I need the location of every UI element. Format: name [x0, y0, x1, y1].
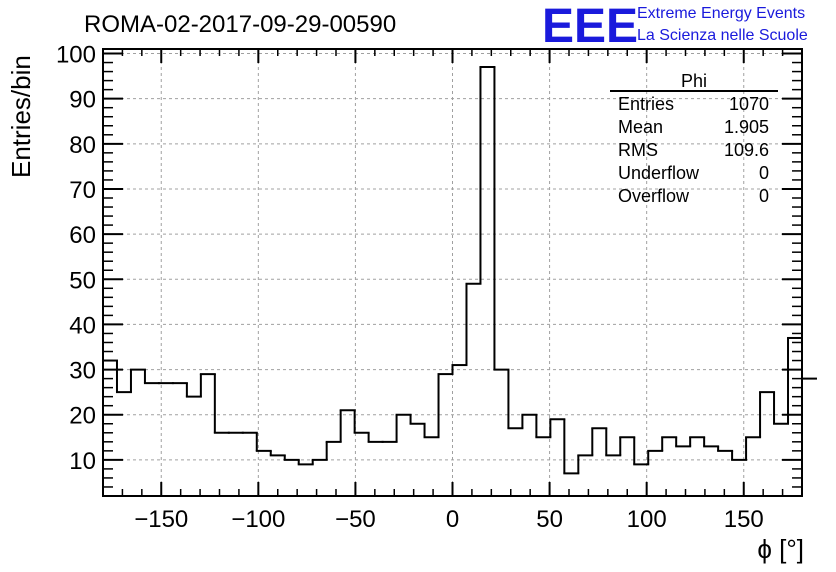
histogram-bin	[339, 409, 356, 442]
histogram-bin	[521, 413, 538, 429]
x-tick-label: 100	[627, 506, 667, 533]
histogram-bin	[731, 450, 748, 461]
x-tick-label: −50	[335, 506, 376, 533]
x-tick-labels: −150 −100 −50 0 50 100 150	[134, 506, 764, 533]
y-tick-label: 50	[69, 267, 96, 294]
histogram-bin	[605, 428, 622, 457]
histogram-bin	[311, 458, 328, 465]
logo-line2: La Scienza nelle Scuole	[637, 27, 808, 44]
histogram-bin	[787, 336, 803, 424]
stats-row-value: 109.6	[724, 140, 769, 160]
histogram-bin	[759, 391, 776, 438]
histogram-bin	[367, 432, 384, 443]
histogram-bin	[451, 364, 468, 375]
histogram-bin	[661, 436, 678, 451]
histogram-bin	[269, 450, 286, 457]
histogram-bin	[143, 369, 160, 385]
stats-row-value: 0	[759, 186, 769, 206]
y-tick-label: 90	[69, 87, 96, 114]
histogram-bin	[255, 432, 272, 452]
stats-row-label: Underflow	[618, 163, 700, 183]
histogram-bin	[423, 423, 440, 439]
stats-row: Entries 1070	[618, 94, 769, 114]
histogram-bin	[325, 440, 342, 460]
histogram-bin	[297, 459, 314, 466]
x-tick-label: −150	[134, 506, 188, 533]
y-tick-label: 40	[69, 312, 96, 339]
histogram-bin	[213, 374, 230, 434]
y-axis-label: Entries/bin	[6, 55, 36, 178]
histogram-bin	[465, 282, 482, 366]
stats-row-label: Entries	[618, 94, 674, 114]
x-axis-label: ϕ [°]	[757, 534, 804, 564]
stats-row-label: Mean	[618, 117, 663, 137]
histogram-bin	[717, 446, 734, 452]
histogram-bin	[745, 436, 762, 460]
stats-row: Underflow 0	[618, 163, 769, 183]
histogram-bin	[591, 427, 608, 456]
stats-row: Overflow 0	[618, 186, 769, 206]
eee-logo: EEE Extreme Energy Events La Scienza nel…	[542, 0, 808, 53]
histogram-bin	[647, 449, 664, 465]
y-tick-label: 20	[69, 403, 96, 430]
histogram-bin	[199, 373, 216, 397]
histogram-bin	[437, 373, 454, 438]
stats-row-value: 1.905	[724, 117, 769, 137]
histogram-bin	[689, 436, 706, 447]
chart-title: ROMA-02-2017-09-29-00590	[84, 11, 396, 38]
y-tick-label: 10	[69, 448, 96, 475]
histogram-bin	[773, 392, 790, 425]
logo-mark: EEE	[542, 0, 638, 53]
stats-row-label: Overflow	[618, 186, 690, 206]
histogram-bin	[283, 455, 300, 461]
y-tick-label: 30	[69, 358, 96, 385]
x-tick-label: 150	[724, 506, 764, 533]
histogram-bin	[353, 410, 370, 434]
histogram-bin	[185, 383, 202, 398]
histogram-bin	[577, 454, 594, 474]
histogram-bin	[633, 437, 650, 466]
x-tick-label: −100	[231, 506, 285, 533]
stats-row-value: 0	[759, 163, 769, 183]
axis-ticks	[102, 49, 803, 497]
stats-row: Mean 1.905	[618, 117, 769, 137]
x-tick-label: 50	[536, 506, 563, 533]
histogram-bin	[129, 368, 146, 393]
x-tick-label: 0	[446, 506, 459, 533]
y-tick-label: 70	[69, 177, 96, 204]
stats-title: Phi	[681, 71, 707, 91]
histogram-bin	[409, 414, 426, 425]
y-tick-label: 80	[69, 132, 96, 159]
stats-row-label: RMS	[618, 140, 658, 160]
y-tick-labels: 10 20 30 40 50 60 70 80 90 100	[56, 42, 96, 475]
y-tick-label: 60	[69, 222, 96, 249]
histogram-bin	[703, 437, 720, 448]
stats-row: RMS 109.6	[618, 140, 769, 160]
histogram-bin	[493, 67, 510, 371]
histogram-bin	[619, 436, 636, 456]
histogram-bin	[563, 419, 580, 475]
histogram-bin	[395, 413, 412, 442]
histogram-bin	[507, 369, 524, 430]
stats-row-value: 1070	[729, 94, 769, 114]
histogram-bin	[549, 418, 566, 438]
histogram-bin	[675, 437, 692, 448]
histogram-bin	[535, 414, 552, 439]
logo-line1: Extreme Energy Events	[637, 5, 805, 22]
histogram-bin	[115, 360, 132, 394]
y-tick-label: 100	[56, 42, 96, 69]
stats-box: Phi Entries 1070 Mean 1.905 RMS 109.6 Underflo…	[610, 71, 778, 206]
histogram-bin	[479, 66, 496, 284]
